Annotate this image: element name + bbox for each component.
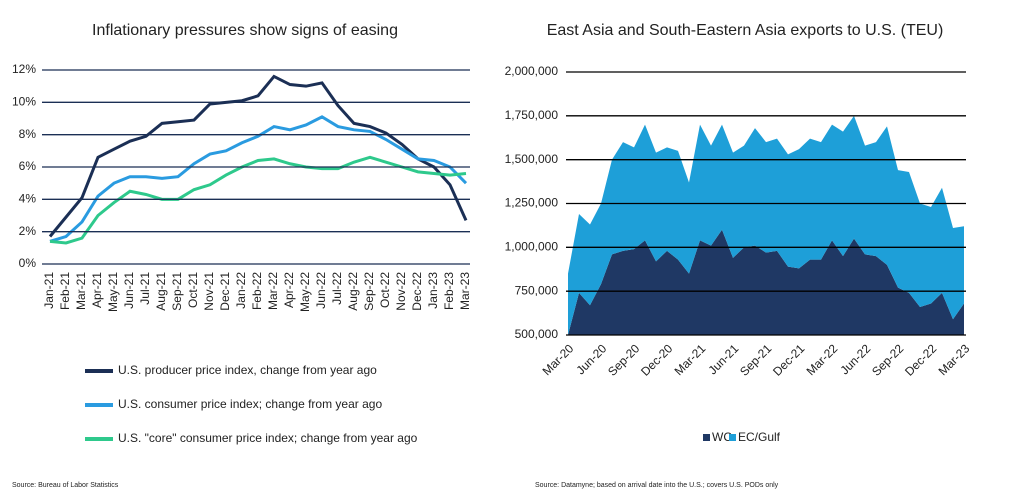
legend-label: WC (712, 430, 732, 444)
y-tick-label: 1,000,000 (505, 240, 559, 254)
y-tick-label: 1,250,000 (505, 196, 559, 210)
x-tick-label: Jan-23 (426, 272, 440, 309)
x-tick-label: Jan-21 (42, 272, 56, 309)
legend-label: EC/Gulf (738, 430, 781, 444)
x-tick-label: Mar-22 (804, 341, 841, 378)
x-tick-label: Dec-21 (218, 272, 232, 311)
x-tick-label: Sep-21 (737, 341, 774, 378)
y-tick-label: 4% (19, 192, 37, 206)
x-tick-label: Mar-21 (672, 341, 709, 378)
x-tick-label: Jun-21 (122, 272, 136, 309)
y-tick-label: 500,000 (515, 327, 559, 341)
x-tick-label: Mar-23 (458, 272, 472, 310)
area-series (568, 115, 964, 335)
y-tick-label: 12% (12, 62, 36, 76)
x-tick-label: Mar-20 (540, 341, 577, 378)
line-series (49, 155, 467, 245)
x-tick-label: Jun-22 (314, 272, 328, 309)
x-tick-label: Jul-21 (138, 272, 152, 305)
legend-label: U.S. consumer price index; change from y… (118, 397, 382, 411)
x-tick-label: Nov-21 (202, 272, 216, 311)
y-tick-label: 1,500,000 (505, 152, 559, 166)
x-tick-label: Feb-22 (250, 272, 264, 310)
line-series (49, 115, 468, 243)
x-tick-label: Jan-22 (234, 272, 248, 309)
x-tick-label: Mar-22 (266, 272, 280, 310)
legend-swatch (703, 434, 710, 441)
x-tick-label: Apr-21 (90, 272, 104, 308)
legend-swatch (729, 434, 736, 441)
x-tick-label: Sep-21 (170, 272, 184, 311)
y-tick-label: 6% (19, 159, 37, 173)
y-tick-label: 0% (19, 256, 37, 270)
chart-title: Inflationary pressures show signs of eas… (92, 22, 398, 39)
x-tick-label: Jul-22 (330, 272, 344, 305)
x-tick-label: Jun-21 (706, 341, 742, 377)
x-tick-label: Sep-22 (362, 272, 376, 311)
area-series (568, 229, 964, 335)
x-tick-label: Feb-21 (58, 272, 72, 310)
x-tick-label: Dec-21 (770, 341, 807, 378)
x-tick-label: Feb-23 (442, 272, 456, 310)
line-series (48, 74, 468, 238)
x-tick-label: Aug-21 (154, 272, 168, 311)
chart-title: East Asia and South-Eastern Asia exports… (547, 22, 944, 39)
x-tick-label: Apr-22 (282, 272, 296, 308)
x-tick-label: Sep-22 (869, 341, 906, 378)
y-tick-label: 2% (19, 224, 37, 238)
y-tick-label: 10% (12, 95, 36, 109)
x-tick-label: Oct-21 (186, 272, 200, 308)
y-tick-label: 2,000,000 (505, 64, 559, 78)
source-note: Source: Datamyne; based on arrival date … (535, 482, 779, 489)
y-tick-label: 1,750,000 (505, 108, 559, 122)
x-tick-label: May-21 (106, 272, 120, 312)
x-tick-label: Oct-22 (378, 272, 392, 308)
x-tick-label: May-22 (298, 272, 312, 312)
x-tick-label: Dec-22 (410, 272, 424, 311)
x-tick-label: Aug-22 (346, 272, 360, 311)
y-tick-label: 750,000 (515, 283, 559, 297)
x-tick-label: Sep-20 (605, 341, 642, 378)
legend-label: U.S. producer price index, change from y… (118, 363, 377, 377)
x-tick-label: Jun-22 (838, 341, 874, 377)
x-tick-label: Mar-21 (74, 272, 88, 310)
source-note: Source: Bureau of Labor Statistics (12, 482, 119, 489)
x-tick-label: Dec-20 (638, 341, 675, 378)
x-tick-label: Dec-22 (902, 341, 939, 378)
x-tick-label: Mar-23 (936, 341, 973, 378)
y-tick-label: 8% (19, 127, 37, 141)
x-tick-label: Jun-20 (574, 341, 610, 377)
x-tick-label: Nov-22 (394, 272, 408, 311)
legend-label: U.S. "core" consumer price index; change… (118, 431, 418, 445)
